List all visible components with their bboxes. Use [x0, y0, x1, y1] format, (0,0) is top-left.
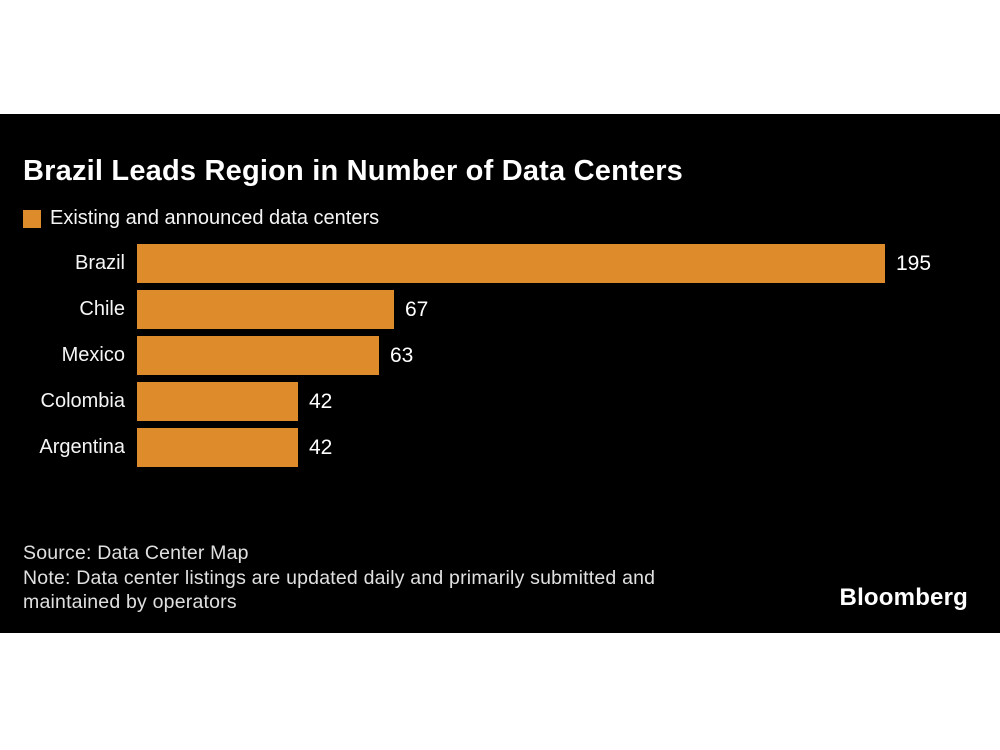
note-line-2: maintained by operators: [23, 591, 237, 613]
bar-row: Brazil 195: [23, 244, 1000, 283]
legend-label: Existing and announced data centers: [50, 207, 380, 229]
source-line: Source: Data Center Map: [23, 542, 249, 564]
note-line-1: Note: Data center listings are updated d…: [23, 566, 656, 589]
value-label: 67: [405, 297, 429, 321]
value-label: 42: [309, 389, 333, 413]
legend: Existing and announced data centers: [23, 207, 1000, 230]
category-label: Argentina: [39, 436, 125, 458]
category-label: Chile: [79, 298, 125, 320]
bar-chart: Brazil 195 Chile 67 Mexico 63 Colombia 42 Argent…: [23, 244, 1000, 467]
bar-row: Argentina 42: [23, 428, 1000, 467]
bar: [137, 290, 394, 329]
category-label: Brazil: [74, 252, 125, 274]
legend-swatch: [23, 209, 41, 228]
value-label: 63: [390, 343, 414, 367]
value-label: 42: [309, 435, 333, 459]
footer: Source: Data Center Map Note: Data cente…: [23, 541, 1000, 615]
category-label: Mexico: [61, 344, 125, 366]
bar-row: Colombia 42: [23, 382, 1000, 421]
chart-panel: Brazil Leads Region in Number of Data Ce…: [0, 114, 1000, 633]
bar-row: Chile 67: [23, 290, 1000, 329]
value-label: 195: [896, 251, 932, 275]
bar: [137, 428, 298, 467]
bar-row: Mexico 63: [23, 336, 1000, 375]
category-label: Colombia: [40, 390, 125, 412]
chart-title: Brazil Leads Region in Number of Data Ce…: [23, 155, 684, 187]
bar: [137, 244, 885, 283]
bar: [137, 336, 379, 375]
bloomberg-logo: Bloomberg: [839, 584, 968, 611]
bar: [137, 382, 298, 421]
